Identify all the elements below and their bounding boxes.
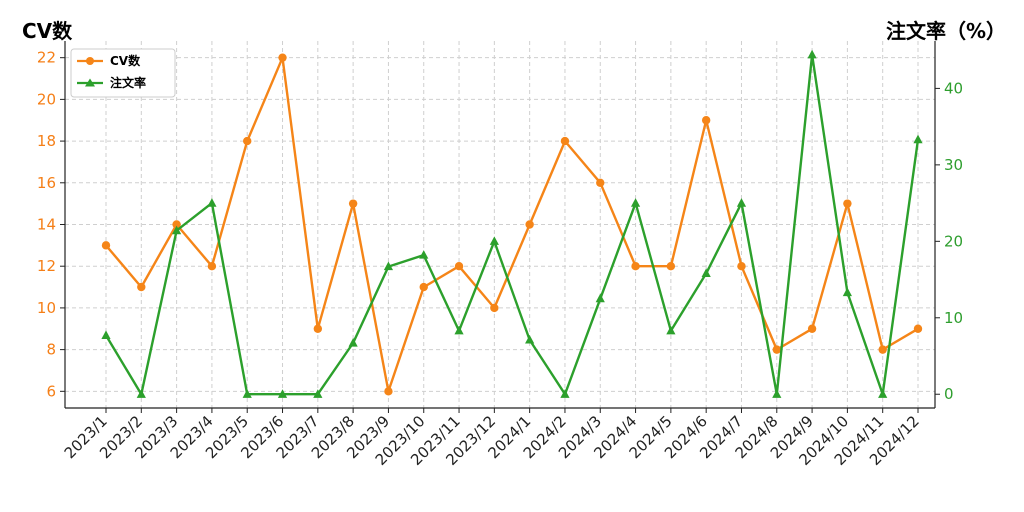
data-point-order-rate — [419, 250, 429, 259]
data-point-cv — [490, 303, 499, 313]
data-point-order-rate — [666, 325, 676, 335]
series-layer — [101, 49, 923, 398]
data-point-order-rate — [101, 330, 111, 339]
data-point-order-rate — [489, 236, 499, 245]
left-axis-title: CV数 — [22, 19, 73, 43]
legend-marker-order-rate — [85, 78, 95, 87]
data-point-cv — [313, 324, 323, 333]
data-point-order-rate — [207, 198, 217, 207]
data-point-cv — [454, 262, 464, 271]
data-point-order-rate — [913, 134, 923, 144]
data-point-cv — [737, 262, 746, 271]
data-point-order-rate — [878, 389, 888, 398]
data-point-cv — [525, 220, 534, 229]
data-point-cv — [913, 324, 923, 333]
left-tick-label: 20 — [37, 90, 56, 108]
data-point-order-rate — [348, 338, 358, 347]
right-tick-label: 10 — [944, 309, 963, 327]
data-point-order-rate — [313, 389, 323, 398]
data-point-order-rate — [701, 268, 711, 278]
legend-label-order-rate: 注文率 — [110, 75, 146, 90]
data-point-order-rate — [172, 225, 182, 235]
data-point-cv — [101, 241, 111, 250]
left-tick-label: 22 — [37, 49, 56, 67]
left-tick-label: 16 — [37, 174, 56, 192]
right-axis-title: 注文率（%） — [886, 19, 1006, 43]
data-point-cv — [666, 262, 676, 271]
data-point-order-rate — [136, 389, 146, 398]
data-point-order-rate — [772, 389, 782, 398]
data-point-order-rate — [277, 389, 288, 398]
data-point-order-rate — [560, 389, 570, 398]
legend-label-cv: CV数 — [110, 53, 141, 68]
data-point-cv — [596, 178, 605, 187]
left-tick-label: 14 — [37, 216, 56, 234]
data-point-cv — [807, 324, 817, 333]
data-point-order-rate — [525, 334, 535, 344]
data-point-cv — [772, 345, 781, 354]
data-point-order-rate — [736, 198, 747, 207]
data-point-order-rate — [454, 325, 464, 335]
left-tick-label: 10 — [37, 299, 56, 317]
data-point-order-rate — [595, 293, 605, 303]
data-point-cv — [843, 199, 852, 208]
data-point-cv — [631, 262, 640, 271]
data-point-cv — [878, 345, 887, 354]
legend: CV数 注文率 — [70, 48, 176, 98]
data-point-order-rate — [383, 261, 394, 271]
legend-marker-cv — [86, 57, 94, 65]
data-point-order-rate — [630, 198, 641, 207]
left-tick-label: 12 — [37, 257, 56, 275]
right-tick-label: 40 — [944, 79, 963, 97]
data-point-cv — [348, 199, 358, 208]
right-tick-label: 30 — [944, 156, 963, 174]
data-point-cv — [243, 136, 252, 146]
data-point-cv — [384, 387, 393, 396]
grid-layer — [65, 41, 935, 408]
left-tick-label: 8 — [46, 341, 56, 359]
data-point-cv — [137, 282, 146, 292]
series-line-order-rate — [104, 53, 920, 396]
data-point-cv — [419, 282, 428, 292]
data-point-cv — [560, 136, 570, 146]
data-point-cv — [172, 220, 181, 229]
left-tick-label: 18 — [37, 132, 56, 150]
data-point-cv — [278, 53, 287, 62]
left-tick-label: 6 — [46, 382, 56, 400]
right-tick-label: 0 — [944, 385, 954, 403]
data-point-cv — [701, 116, 711, 125]
data-point-order-rate — [842, 287, 852, 297]
right-tick-label: 20 — [944, 232, 963, 250]
data-point-cv — [207, 262, 217, 271]
data-point-order-rate — [242, 389, 252, 398]
data-point-order-rate — [807, 49, 817, 59]
